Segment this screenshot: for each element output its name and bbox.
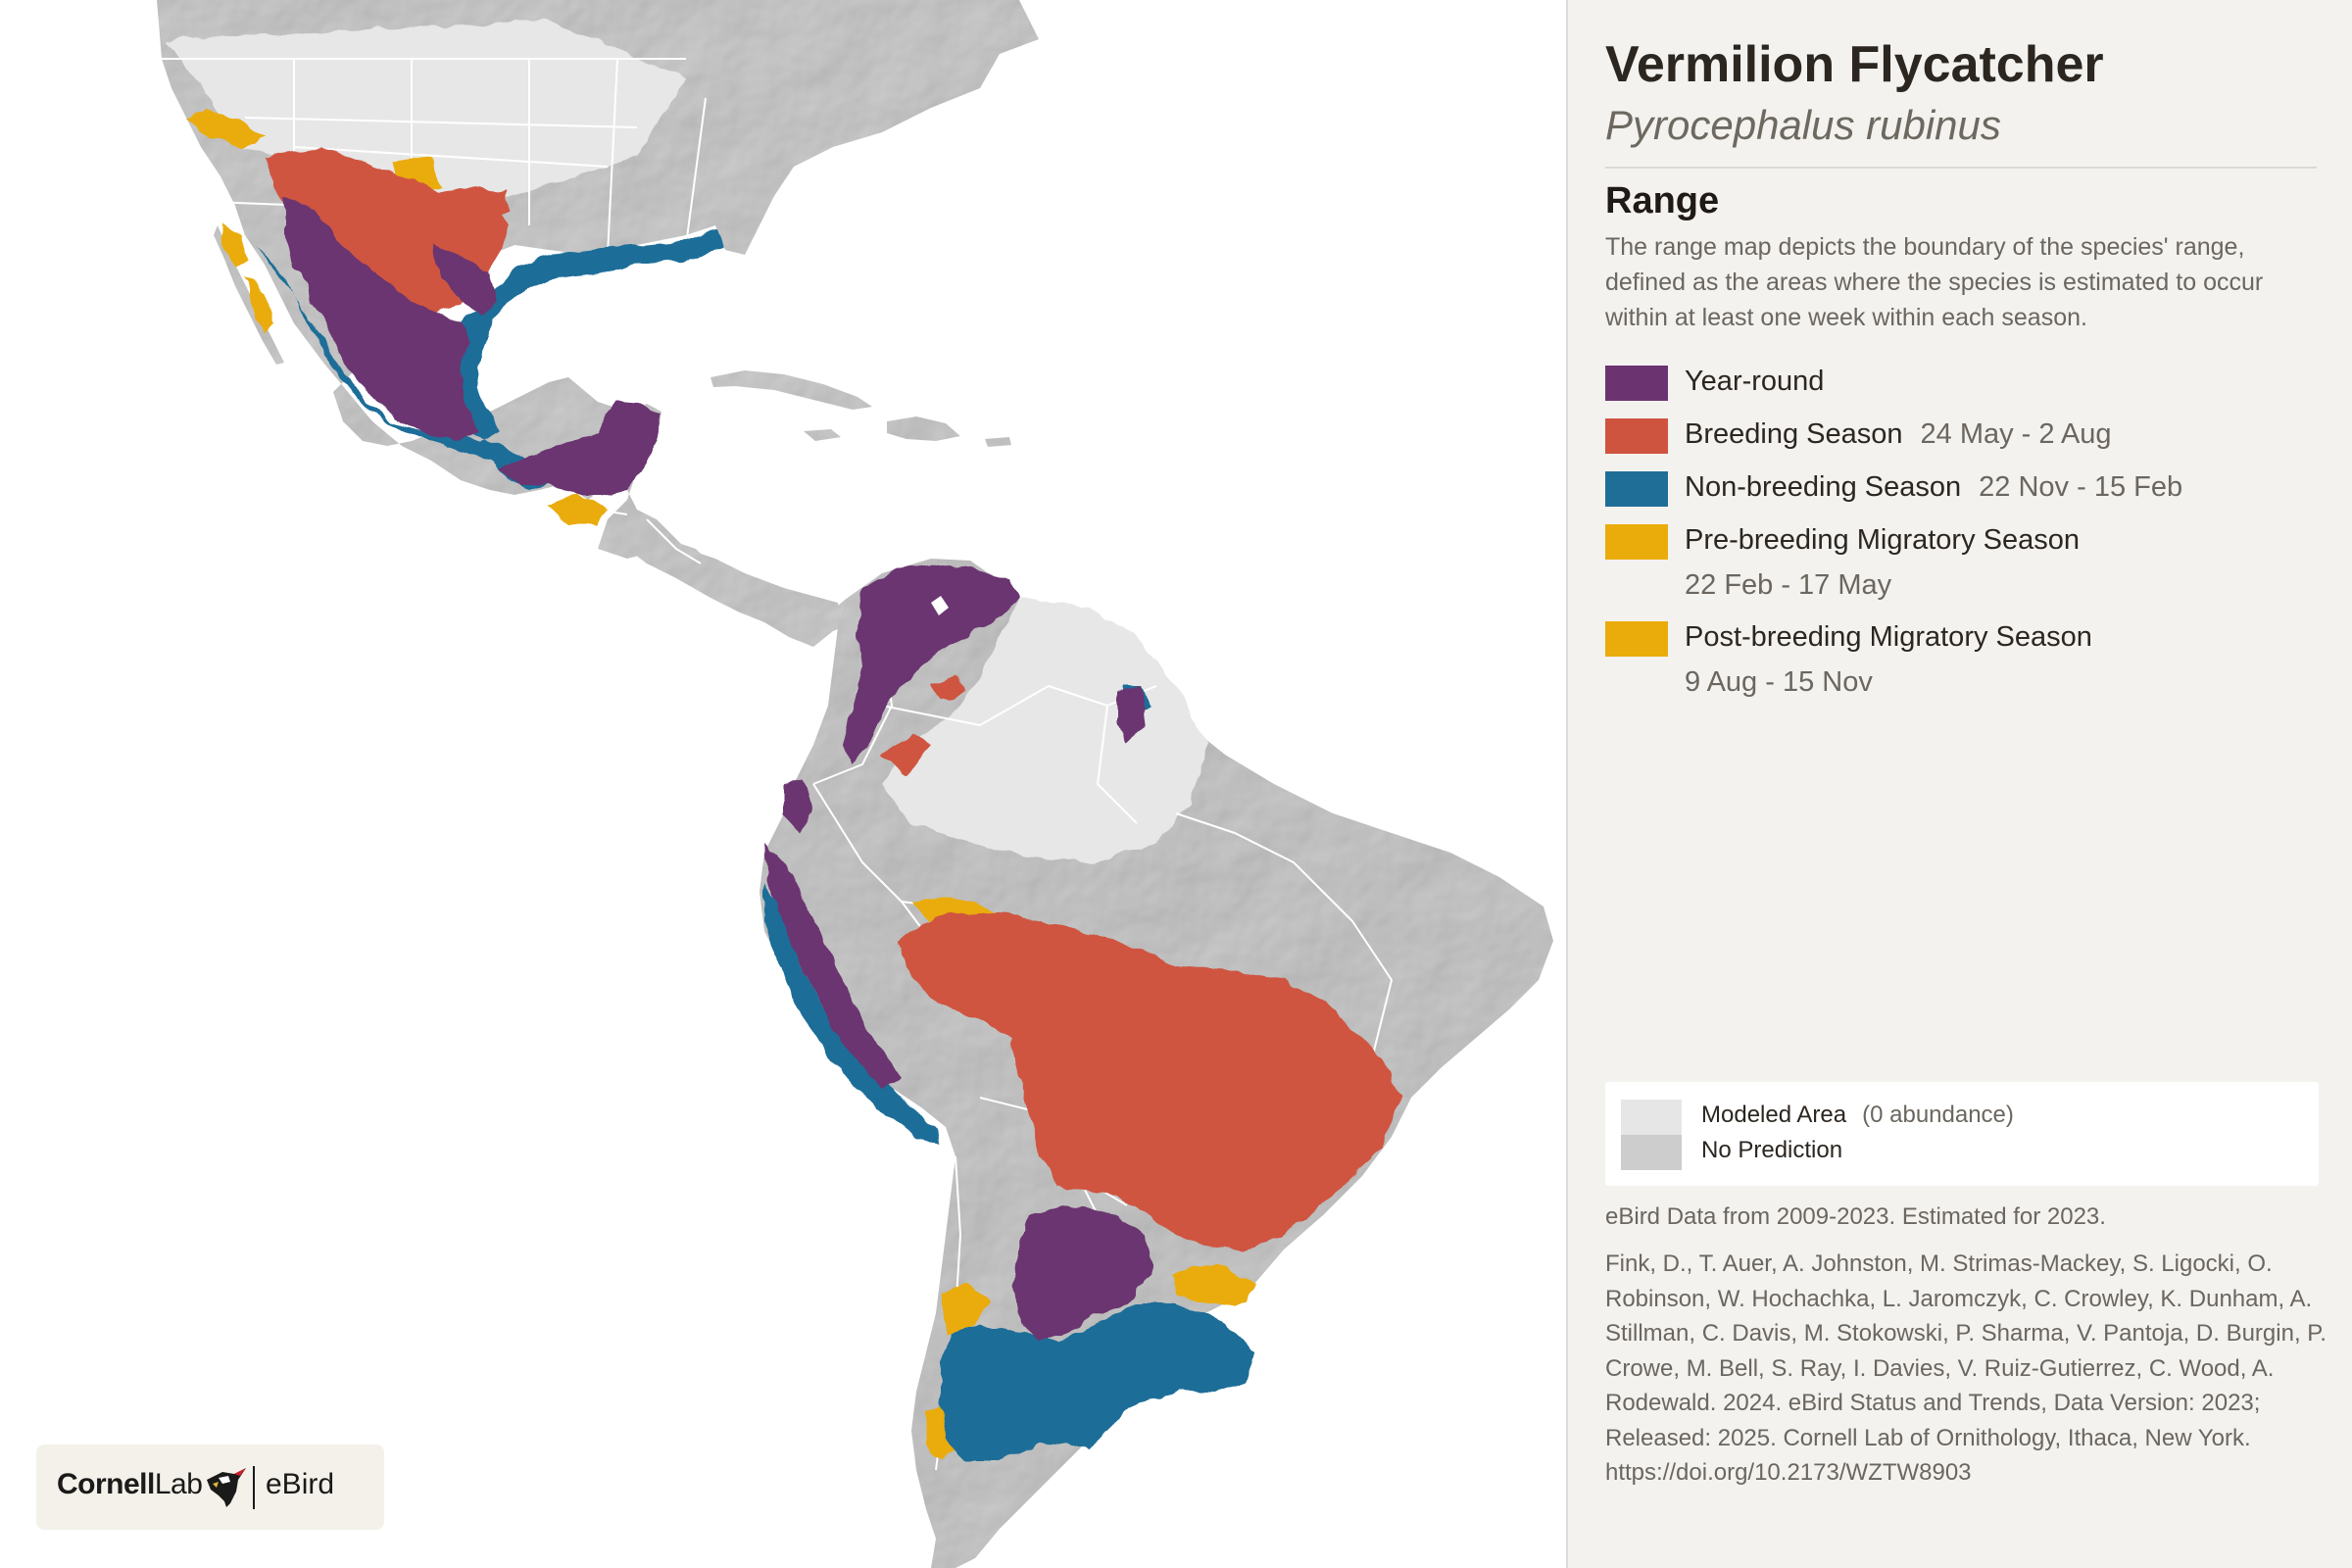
no-prediction-swatch bbox=[1621, 1135, 1682, 1170]
breeding-swatch bbox=[1605, 418, 1668, 454]
species-scientific-name: Pyrocephalus rubinus bbox=[1605, 102, 2001, 148]
cornell-lab-ebird-logo[interactable]: CornellLab eBird bbox=[36, 1445, 384, 1530]
prebreeding-swatch bbox=[1605, 524, 1668, 560]
legend-label: Non-breeding Season 22 Nov - 15 Feb bbox=[1685, 471, 2183, 503]
ocean bbox=[0, 0, 1566, 1568]
nonbreeding-swatch bbox=[1605, 471, 1668, 507]
citation[interactable]: Fink, D., T. Auer, A. Johnston, M. Strim… bbox=[1605, 1250, 2327, 1486]
data-note: eBird Data from 2009-2023. Estimated for… bbox=[1605, 1203, 2106, 1230]
breeding-range bbox=[265, 147, 1401, 1250]
modeled-area-amazon bbox=[882, 598, 1205, 862]
legend-dates: 22 Feb - 17 May bbox=[1685, 569, 1892, 601]
title-divider bbox=[1605, 167, 2317, 169]
ebird-wordmark: eBird bbox=[266, 1468, 335, 1500]
range-map[interactable] bbox=[0, 0, 1566, 1568]
legend-label: Post-breeding Migratory Season bbox=[1685, 621, 2092, 653]
cuba bbox=[710, 370, 872, 410]
legend-label: Pre-breeding Migratory Season bbox=[1685, 524, 2080, 556]
range-heading: Range bbox=[1605, 180, 1720, 221]
puerto-rico bbox=[985, 437, 1011, 447]
legend-dates: 9 Aug - 15 Nov bbox=[1685, 666, 1873, 698]
legend-dates: 24 May - 2 Aug bbox=[1920, 418, 2112, 450]
modeled-area-swatch bbox=[1621, 1100, 1682, 1135]
central-america-isthmus bbox=[627, 539, 845, 647]
no-prediction-label: No Prediction bbox=[1701, 1137, 1843, 1163]
legend-label: Breeding Season 24 May - 2 Aug bbox=[1685, 418, 2112, 450]
postbreeding-swatch bbox=[1605, 621, 1668, 657]
legend-label: Year-round bbox=[1685, 366, 1825, 397]
cornell-lab-wordmark: CornellLab bbox=[57, 1468, 203, 1500]
yearround-range bbox=[284, 196, 1152, 1343]
model-legend-box: Modeled Area (0 abundance) No Prediction bbox=[1605, 1082, 2319, 1186]
bird-logo-icon bbox=[201, 1462, 252, 1516]
logo-divider bbox=[253, 1466, 255, 1509]
hispaniola bbox=[887, 416, 960, 441]
species-common-name: Vermilion Flycatcher bbox=[1605, 36, 2104, 93]
year-round-swatch bbox=[1605, 366, 1668, 401]
modeled-area-label: Modeled Area (0 abundance) bbox=[1701, 1102, 2014, 1128]
range-description: The range map depicts the boundary of th… bbox=[1605, 233, 2264, 331]
info-panel: Vermilion Flycatcher Pyrocephalus rubinu… bbox=[1566, 0, 2352, 1568]
range-holes bbox=[931, 596, 949, 615]
range-layers bbox=[186, 108, 1401, 1460]
jamaica bbox=[804, 429, 841, 441]
legend-dates: 22 Nov - 15 Feb bbox=[1979, 471, 2183, 503]
